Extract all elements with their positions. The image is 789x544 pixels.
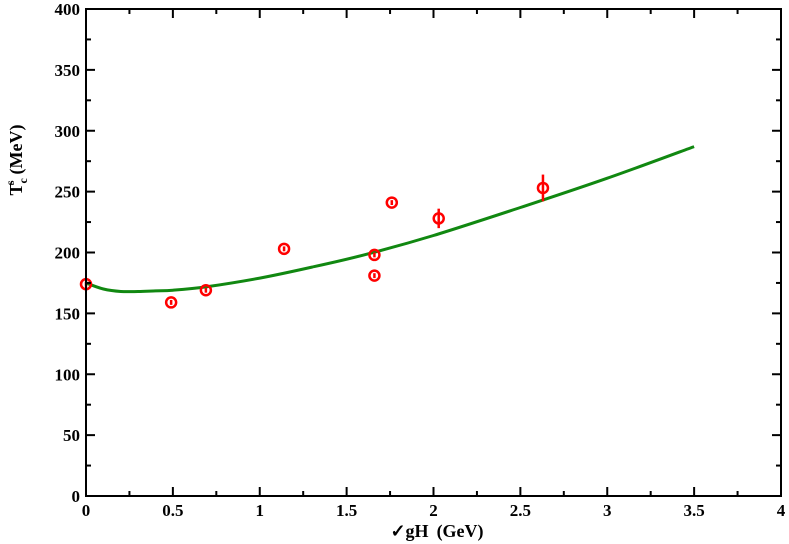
data-point	[199, 283, 213, 297]
fit-curve-layer	[85, 145, 695, 294]
data-point-marker	[432, 212, 445, 225]
y-tick-label: 0	[72, 487, 81, 506]
x-tick-label: 1.5	[336, 501, 357, 520]
plot-frame	[85, 8, 782, 497]
fit-curve	[85, 145, 695, 294]
ticks-layer: 0 0.5 1 1.5 2 2.5 3 3.5 4 0 50 100 150 200 250 300 350 40…	[55, 0, 786, 520]
y-tick-label: 300	[55, 122, 81, 141]
y-tick-label: 200	[55, 244, 81, 263]
data-point-marker	[164, 296, 178, 309]
y-axis-title-sup: s	[3, 180, 17, 185]
y-axis-title-main: T	[6, 183, 26, 195]
y-tick-label: 50	[63, 426, 80, 445]
x-tick-label: 3	[603, 501, 612, 520]
x-tick-label: 4	[777, 501, 786, 520]
y-axis-title-units: (MeV)	[6, 125, 27, 175]
x-tick-label: 2.5	[510, 501, 531, 520]
y-tick-label: 250	[55, 183, 81, 202]
x-tick-label: 3.5	[684, 501, 705, 520]
data-point	[536, 174, 550, 202]
data-points-layer	[79, 174, 550, 309]
y-tick-label: 100	[55, 365, 81, 384]
data-point-marker	[385, 196, 399, 209]
data-point-marker	[199, 283, 213, 297]
y-axis-title: Tcs (MeV)	[3, 125, 30, 196]
x-tick-label: 1	[256, 501, 265, 520]
data-point	[164, 296, 178, 309]
y-tick-label: 150	[55, 304, 81, 323]
y-tick-label: 350	[55, 61, 81, 80]
y-tick-label: 400	[55, 0, 81, 19]
x-tick-label: 0.5	[162, 501, 183, 520]
x-tick-label: 2	[429, 501, 438, 520]
data-point	[368, 269, 381, 282]
data-point-marker	[536, 181, 550, 195]
data-point-marker	[368, 269, 381, 282]
data-point	[368, 248, 381, 262]
data-point-marker	[277, 242, 291, 256]
y-axis-title-sub: c	[16, 177, 30, 183]
data-point	[277, 242, 291, 256]
x-axis-title-units: (GeV)	[437, 521, 484, 542]
x-axis-title-main: gH	[406, 521, 429, 541]
data-point	[385, 196, 399, 209]
data-point	[432, 208, 445, 229]
x-tick-label: 0	[82, 501, 91, 520]
data-point-marker	[368, 248, 381, 262]
x-axis-title-root: ✓	[390, 521, 405, 541]
x-axis-title: ✓gH (GeV)	[390, 521, 483, 542]
